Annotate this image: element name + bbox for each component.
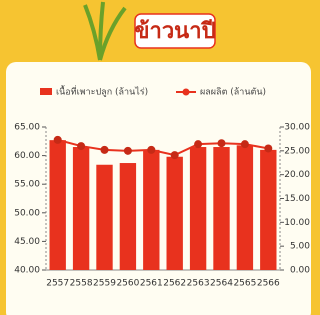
line-marker <box>77 142 85 150</box>
bar <box>96 165 112 270</box>
line-marker <box>147 146 155 154</box>
line-marker <box>194 140 202 148</box>
x-tick-label: 2559 <box>93 279 116 289</box>
y-tick-label: 65.00 <box>14 123 40 133</box>
line-marker <box>124 147 132 155</box>
legend-swatch <box>40 88 52 95</box>
x-tick-label: 2560 <box>116 279 139 289</box>
y2-tick-label: 15.00 <box>284 194 310 204</box>
bar <box>143 150 159 270</box>
y-tick-label: 55.00 <box>14 180 40 190</box>
y-tick-label: 45.00 <box>14 237 40 247</box>
y-tick-label: 50.00 <box>14 208 40 218</box>
y-tick-label: 40.00 <box>14 266 40 276</box>
bar <box>260 150 276 270</box>
line-marker <box>241 140 249 148</box>
line-marker <box>54 136 62 144</box>
bar <box>73 147 89 270</box>
line-marker <box>264 144 272 152</box>
chart: ข้าวนาปี 40.00 45.00 50.00 55.00 60.00 65.00 0… <box>0 0 311 315</box>
bar <box>213 147 229 270</box>
page: {"chart_data":{"type":"bar-line","title"… <box>0 0 311 315</box>
chart-title: ข้าวนาปี <box>134 19 215 44</box>
bar <box>190 147 206 270</box>
rice-plant <box>85 2 125 60</box>
y2-tick-label: 25.00 <box>284 146 310 156</box>
y2-tick-label: 10.00 <box>284 218 310 228</box>
x-tick-label: 2561 <box>140 279 163 289</box>
x-tick-label: 2562 <box>163 279 186 289</box>
bar <box>120 163 136 270</box>
y-tick-label: 60.00 <box>14 151 40 161</box>
x-tick-label: 2564 <box>210 279 233 289</box>
bar <box>50 140 66 270</box>
line-marker <box>171 151 179 159</box>
y2-tick-label: 30.00 <box>284 123 310 133</box>
x-tick-label: 2565 <box>233 279 256 289</box>
legend-swatch <box>183 89 190 96</box>
x-tick-label: 2557 <box>46 279 69 289</box>
bar <box>237 145 253 270</box>
y2-tick-label: 0.00 <box>290 266 310 276</box>
y2-tick-label: 20.00 <box>284 170 310 180</box>
line-marker <box>218 139 226 147</box>
x-tick-label: 2558 <box>70 279 93 289</box>
y2-tick-label: 5.00 <box>290 242 310 252</box>
x-tick-label: 2566 <box>257 279 280 289</box>
bar <box>167 157 183 270</box>
x-tick-label: 2563 <box>187 279 210 289</box>
line-marker <box>101 146 109 154</box>
legend-label: ผลผลิต (ล้านตัน) <box>200 87 266 98</box>
